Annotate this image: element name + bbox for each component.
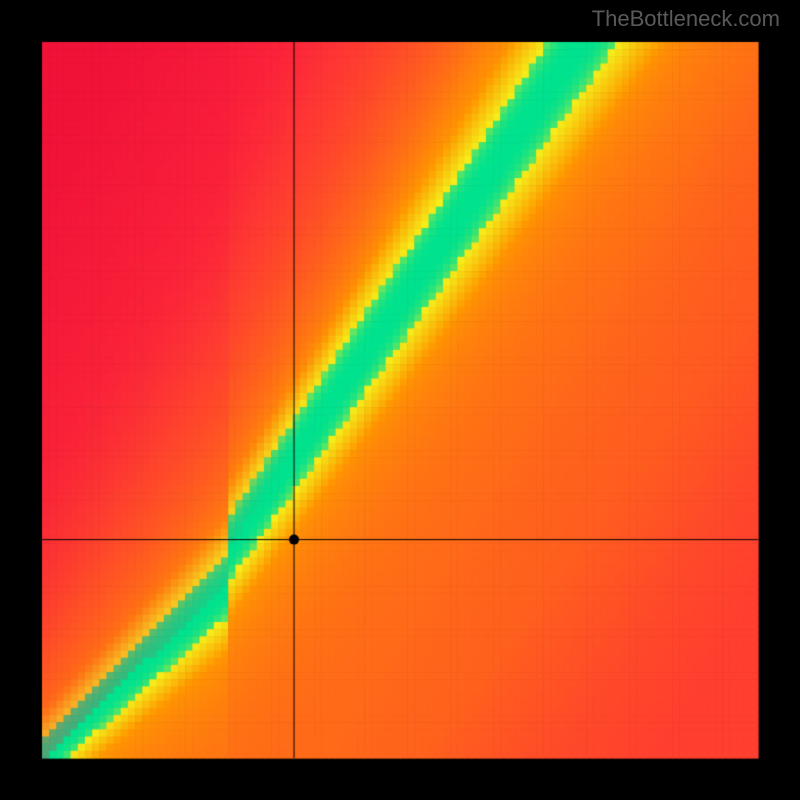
- bottleneck-heatmap: [0, 0, 800, 800]
- chart-container: TheBottleneck.com: [0, 0, 800, 800]
- watermark-text: TheBottleneck.com: [592, 6, 780, 32]
